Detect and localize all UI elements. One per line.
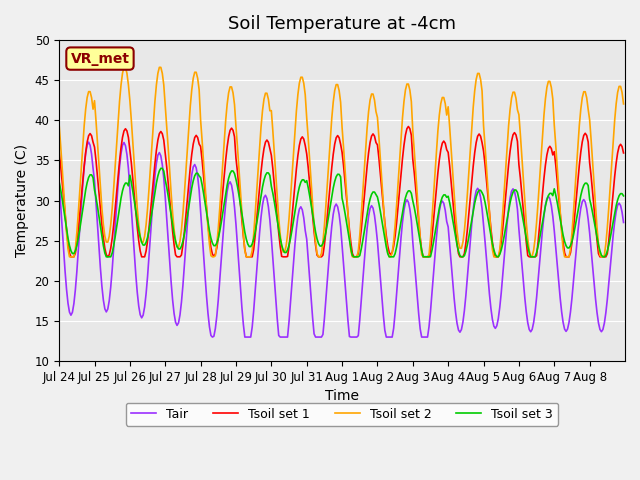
Tsoil set 3 <box>545 192 552 198</box>
Tsoil set 1 <box>93 173 101 179</box>
Tsoil set 1 <box>76 211 84 217</box>
X-axis label: Time: Time <box>325 389 359 403</box>
Y-axis label: Temperature (C): Temperature (C) <box>15 144 29 257</box>
Tsoil set 3 <box>620 193 627 199</box>
Title: Soil Temperature at -4cm: Soil Temperature at -4cm <box>228 15 456 33</box>
Tsoil set 3 <box>74 235 82 241</box>
Tsoil set 2 <box>545 79 552 84</box>
Line: Tsoil set 2: Tsoil set 2 <box>59 67 623 257</box>
Line: Tsoil set 1: Tsoil set 1 <box>59 127 623 257</box>
Tsoil set 2 <box>55 122 63 128</box>
Tsoil set 1 <box>67 254 75 260</box>
Tsoil set 2 <box>461 228 468 234</box>
Tsoil set 3 <box>102 254 110 260</box>
Legend: Tair, Tsoil set 1, Tsoil set 2, Tsoil set 3: Tair, Tsoil set 1, Tsoil set 2, Tsoil se… <box>126 403 558 425</box>
Tsoil set 1 <box>618 144 626 149</box>
Tsoil set 3 <box>55 179 63 185</box>
Tsoil set 3 <box>157 166 164 171</box>
Line: Tair: Tair <box>59 142 623 337</box>
Tsoil set 1 <box>461 251 468 256</box>
Tsoil set 3 <box>349 253 356 259</box>
Tair <box>618 209 626 215</box>
Tair <box>349 334 356 340</box>
Tair <box>620 219 627 225</box>
Tsoil set 1 <box>55 149 63 155</box>
Tsoil set 1 <box>620 150 627 156</box>
Line: Tsoil set 3: Tsoil set 3 <box>59 168 623 257</box>
Tair <box>84 139 92 145</box>
Tair <box>545 193 552 199</box>
Text: VR_met: VR_met <box>70 51 129 66</box>
Tsoil set 1 <box>404 124 412 130</box>
Tair <box>93 222 101 228</box>
Tair <box>55 180 63 185</box>
Tair <box>461 308 468 313</box>
Tsoil set 1 <box>545 145 552 151</box>
Tsoil set 2 <box>76 188 84 193</box>
Tair <box>209 334 216 340</box>
Tair <box>74 248 82 253</box>
Tsoil set 2 <box>120 64 128 70</box>
Tsoil set 3 <box>461 253 468 259</box>
Tsoil set 2 <box>620 101 627 107</box>
Tsoil set 3 <box>618 191 626 196</box>
Tsoil set 1 <box>347 240 355 246</box>
Tsoil set 2 <box>618 89 626 95</box>
Tsoil set 2 <box>93 140 101 146</box>
Tsoil set 3 <box>92 194 100 200</box>
Tsoil set 2 <box>66 254 74 260</box>
Tsoil set 2 <box>349 254 356 260</box>
